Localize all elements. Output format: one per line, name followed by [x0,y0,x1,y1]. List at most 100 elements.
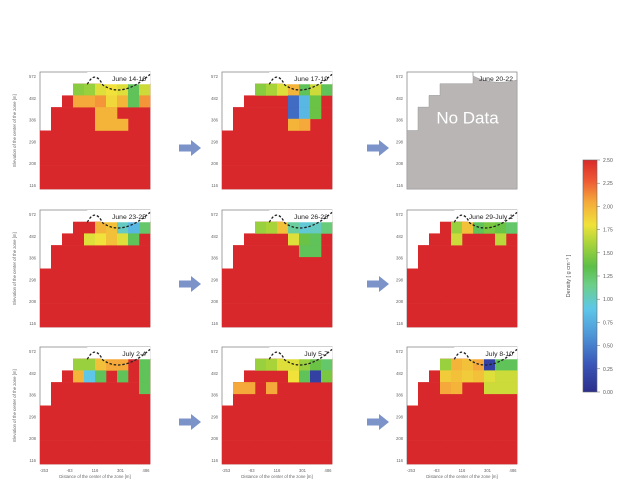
heat-cell [95,405,107,418]
heat-cell [440,256,452,269]
heat-cell [51,107,63,120]
y-tick-label: 116 [211,458,218,463]
arrow-icon [367,276,389,292]
heat-cell [451,393,463,406]
heat-cell [222,291,234,304]
heat-cell [407,428,419,441]
heat-cell [244,142,256,155]
y-tick-label: 298 [29,414,37,419]
heat-cell [244,177,256,190]
x-axis-label: Distance of the center of the zone [m] [241,474,312,479]
heat-cell [288,291,300,304]
heat-cell [84,428,96,441]
colorbar-tick-label: 2.00 [603,204,613,210]
heat-cell [95,153,107,166]
heat-cell [128,118,140,131]
heat-cell [95,177,107,190]
heat-cell [299,268,311,281]
heat-cell [95,233,107,246]
colorbar-tick-label: 2.25 [603,181,613,187]
heat-cell [128,153,140,166]
y-tick-label: 482 [396,234,404,239]
heat-cell [288,233,300,246]
heat-cell [266,280,278,293]
heat-cell [128,130,140,143]
heat-cell [233,452,245,465]
heat-cell [288,417,300,430]
heat-cell [244,315,256,328]
heat-cell [266,303,278,316]
y-tick-label: 208 [211,161,219,166]
heat-cell [128,417,140,430]
heat-cell [255,303,267,316]
colorbar-gradient [582,159,598,393]
heat-cell [473,268,485,281]
heat-cell [117,417,129,430]
heat-cell [244,428,256,441]
y-tick-label: 572 [396,212,404,217]
heat-cell [484,370,496,383]
heat-cell [84,370,96,383]
heat-cell [506,417,518,430]
heat-cell [462,233,474,246]
y-tick-label: 298 [396,139,404,144]
heat-cell [244,153,256,166]
heat-cell [117,291,129,304]
surface-mask [87,210,150,223]
y-tick-label: 572 [29,74,37,79]
heat-cell [40,142,52,155]
heat-cell [255,358,267,371]
heat-cell [277,280,289,293]
heat-cell [418,393,430,406]
heat-cell [473,405,485,418]
heat-cell [128,177,140,190]
heat-cell [51,405,63,418]
heat-cell [222,452,234,465]
heat-cell [429,315,441,328]
heat-cell [128,405,140,418]
heat-cell [484,315,496,328]
heat-cell [310,256,322,269]
heat-cell [117,303,129,316]
heat-cell [418,315,430,328]
heat-cell [244,118,256,131]
panel-title: June 29-July 1 [469,214,513,221]
heat-cell [139,153,151,166]
heat-cell [440,452,452,465]
x-tick-label: 301 [117,468,125,473]
heat-cell [418,440,430,453]
heat-cell [495,370,507,383]
heat-cell [451,268,463,281]
heat-cell [73,107,85,120]
y-tick-label: 482 [396,371,404,376]
heat-cell [244,440,256,453]
heat-cell [277,291,289,304]
heat-cell [473,440,485,453]
x-tick-label: 116 [92,468,99,473]
colorbar-tick-label: 0.00 [603,390,613,396]
heat-cell [495,221,507,234]
heat-cell [310,118,322,131]
y-tick-label: 482 [211,96,219,101]
heat-cell [128,291,140,304]
heat-cell [40,452,52,465]
panel: June 23-25 572 482 386 298 208 116 Elevation of… [12,209,151,328]
panel-title: June 20-22 [479,76,513,83]
heat-cell [95,256,107,269]
heat-cell [255,130,267,143]
y-axis-label: Elevation of the center of the zone [m] [12,94,17,166]
heat-cell [84,405,96,418]
heat-cell [51,142,63,155]
heat-cell [62,417,74,430]
y-tick-label: 298 [211,414,219,419]
heat-cell [139,233,151,246]
y-tick-label: 386 [396,118,404,123]
heat-cell [288,130,300,143]
heat-cell [277,393,289,406]
y-tick-label: 298 [396,414,404,419]
heat-cell [117,382,129,395]
heat-cell [62,118,74,131]
y-tick-label: 572 [29,349,37,354]
y-tick-label: 208 [29,161,37,166]
colorbar-tick-label: 1.00 [603,297,613,303]
